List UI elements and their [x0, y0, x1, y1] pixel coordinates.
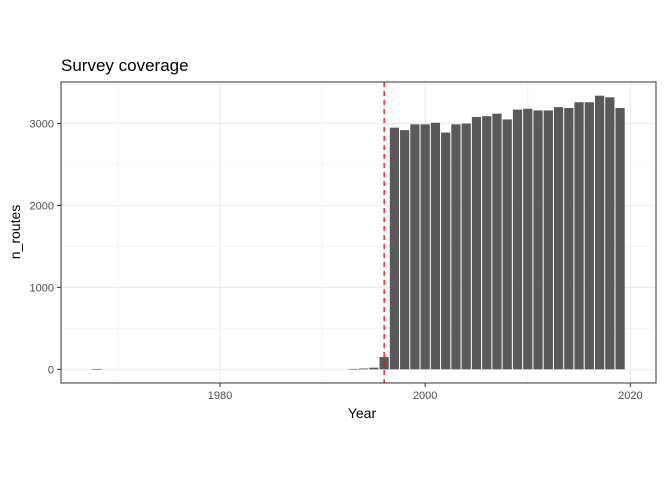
bar [553, 107, 564, 370]
bar [605, 97, 615, 370]
bar [533, 110, 543, 370]
bar [492, 113, 502, 370]
bar [543, 110, 553, 370]
bar [389, 127, 400, 370]
bar [523, 108, 533, 370]
bar [430, 122, 441, 370]
y-tick-label: 1000 [30, 282, 54, 294]
bar [420, 124, 430, 370]
axis-ticks [57, 123, 631, 387]
bar [461, 123, 471, 370]
x-tick-label: 2000 [413, 390, 437, 402]
chart-title: Survey coverage [61, 56, 189, 75]
bar [615, 107, 625, 370]
bar [512, 109, 523, 370]
bar [594, 95, 605, 370]
bar [502, 119, 512, 370]
panel-border [60, 81, 657, 384]
bar [92, 368, 102, 370]
bar [471, 116, 482, 370]
bar [584, 102, 594, 370]
y-tick-label: 0 [48, 364, 54, 376]
bar [574, 102, 584, 370]
bar [400, 130, 410, 370]
x-tick-label: 2020 [618, 390, 642, 402]
bar [369, 367, 379, 370]
bar [410, 124, 420, 370]
bar [348, 368, 358, 370]
bar [359, 368, 369, 370]
x-tick-label: 1980 [208, 390, 232, 402]
bars [92, 95, 625, 370]
y-axis-title: n_routes [7, 205, 23, 259]
y-tick-label: 3000 [30, 119, 54, 131]
bar [564, 107, 574, 370]
x-axis-title: Year [348, 405, 377, 421]
bar [451, 124, 461, 370]
bar [482, 116, 492, 370]
y-tick-label: 2000 [30, 200, 54, 212]
tick-labels: 1980 2000 2020 0 1000 2000 3000 [30, 119, 643, 402]
bar [441, 132, 451, 370]
